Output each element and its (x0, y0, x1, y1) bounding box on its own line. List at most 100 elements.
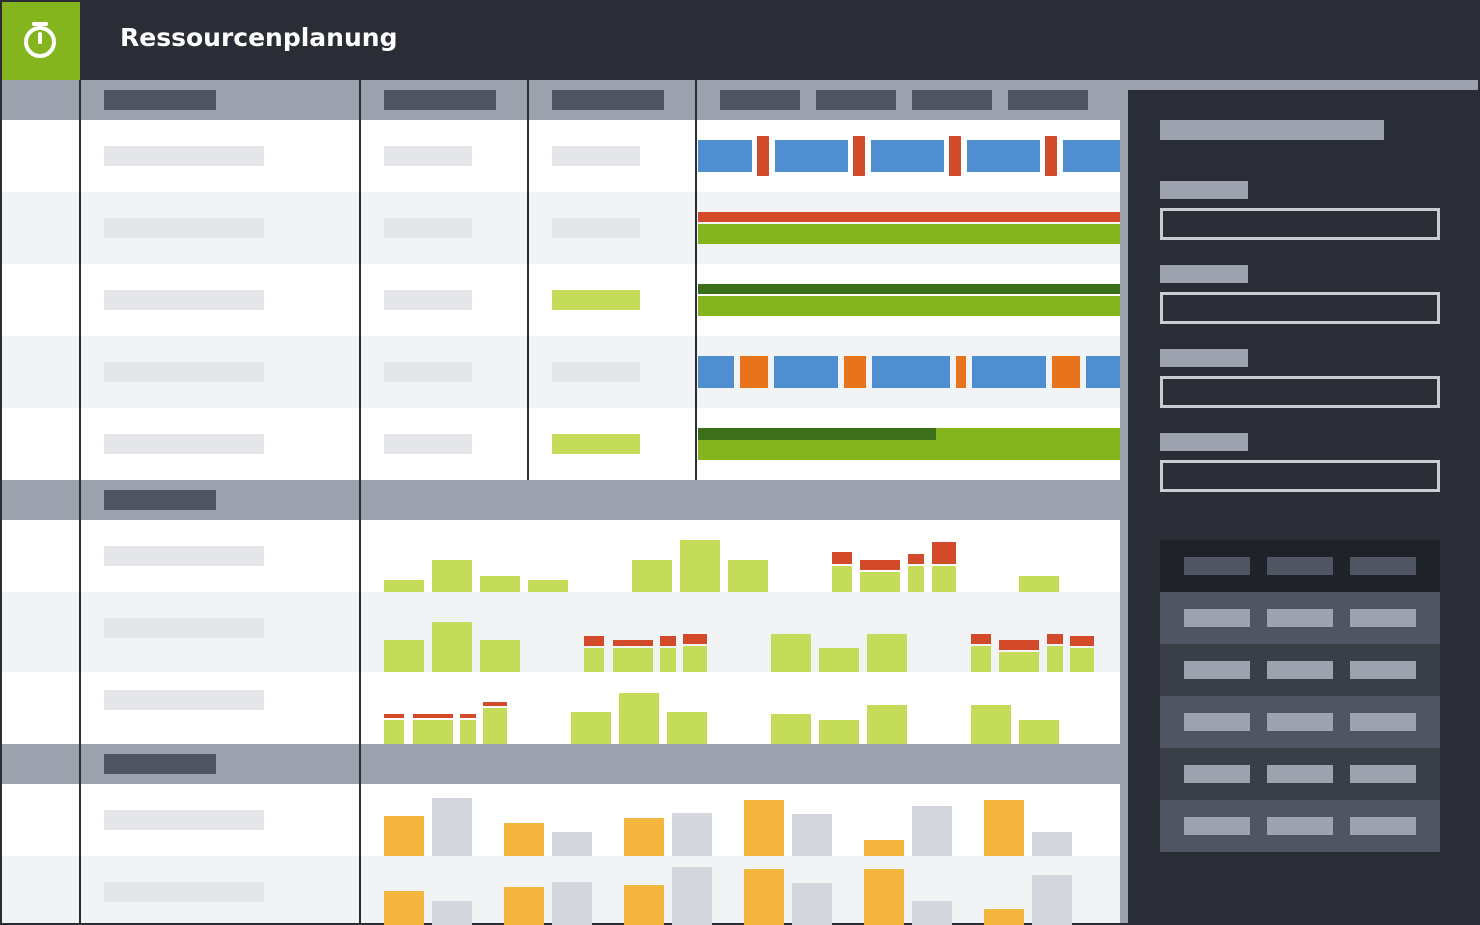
capacity-bar (672, 867, 712, 925)
load-bar (432, 560, 472, 592)
overload-bar (1070, 636, 1094, 646)
panel-divider (1120, 80, 1128, 925)
column-header[interactable] (384, 90, 496, 110)
planned-bar (744, 800, 784, 856)
cell-text (552, 146, 640, 166)
load-bar (660, 648, 676, 672)
load-bar (460, 720, 476, 744)
load-bar (1070, 648, 1094, 672)
cell-text (104, 810, 264, 830)
planned-bar (984, 800, 1024, 856)
group-label (104, 490, 216, 510)
planned-bar (864, 840, 904, 856)
input-field[interactable] (1160, 460, 1440, 492)
load-bar (1019, 576, 1059, 592)
timeline-bar (872, 356, 950, 388)
timeline-bar (698, 356, 734, 388)
timeline-bar (698, 224, 1120, 244)
timeline-bar (740, 356, 768, 388)
timeline-bar (1063, 140, 1120, 172)
load-bar (819, 648, 859, 672)
timeline-bar (698, 140, 752, 172)
cell-text (552, 290, 640, 310)
column-header[interactable] (912, 90, 992, 110)
load-bar (632, 560, 672, 592)
timeline-bar (967, 140, 1040, 172)
overload-bar (683, 634, 707, 644)
load-bar (860, 572, 900, 592)
overload-bar (1047, 634, 1063, 644)
overload-bar (908, 554, 924, 564)
cell-text (104, 146, 264, 166)
load-bar (584, 648, 604, 672)
planned-bar (864, 869, 904, 925)
stopwatch-icon (24, 22, 56, 58)
planned-bar (624, 885, 664, 925)
cell-text (552, 434, 640, 454)
overload-bar (932, 542, 956, 564)
field-label (1160, 349, 1248, 367)
table-cell (1267, 713, 1333, 731)
timeline-bar (775, 140, 848, 172)
cell-text (104, 618, 264, 638)
timeline-bar (698, 284, 1120, 294)
column-header[interactable] (816, 90, 896, 110)
capacity-bar (792, 883, 832, 925)
overload-bar (584, 636, 604, 646)
timeline-bar (1052, 356, 1080, 388)
load-bar (680, 540, 720, 592)
field-label (1160, 181, 1248, 199)
column-header[interactable] (1008, 90, 1088, 110)
cell-text (384, 290, 472, 310)
table-cell (1184, 661, 1250, 679)
table-cell (1350, 817, 1416, 835)
load-bar (480, 640, 520, 672)
cell-text (384, 434, 472, 454)
input-field[interactable] (1160, 376, 1440, 408)
load-bar (619, 693, 659, 744)
capacity-bar (1032, 832, 1072, 856)
table-cell (1184, 713, 1250, 731)
timeline-marker (949, 136, 961, 176)
cell-text (104, 434, 264, 454)
load-bar (999, 652, 1039, 672)
load-bar (571, 712, 611, 744)
table-cell (1267, 765, 1333, 783)
timeline-bar (698, 296, 1120, 316)
overload-bar (483, 702, 507, 706)
overload-bar (384, 714, 404, 718)
column-header[interactable] (552, 90, 664, 110)
cell-text (104, 546, 264, 566)
column-header[interactable] (720, 90, 800, 110)
overload-bar (999, 640, 1039, 650)
table-cell (1184, 817, 1250, 835)
table-cell (1267, 609, 1333, 627)
load-bar (432, 622, 472, 672)
timeline-bar (871, 140, 944, 172)
table-cell (1350, 713, 1416, 731)
panel-title (1160, 120, 1384, 140)
timeline-bar (774, 356, 838, 388)
load-bar (413, 720, 453, 744)
planned-bar (744, 869, 784, 925)
overload-bar (460, 714, 476, 718)
header-bar (0, 0, 1480, 80)
capacity-bar (1032, 875, 1072, 925)
table-header-cell (1350, 557, 1416, 575)
column-header[interactable] (104, 90, 216, 110)
load-bar (667, 712, 707, 744)
input-field[interactable] (1160, 208, 1440, 240)
capacity-bar (912, 806, 952, 856)
table-cell (1184, 765, 1250, 783)
overload-bar (971, 634, 991, 644)
load-bar (728, 560, 768, 592)
timeline-bar (972, 356, 1046, 388)
overload-bar (860, 560, 900, 570)
cell-text (104, 218, 264, 238)
load-bar (1047, 646, 1063, 672)
load-bar (483, 708, 507, 744)
input-field[interactable] (1160, 292, 1440, 324)
